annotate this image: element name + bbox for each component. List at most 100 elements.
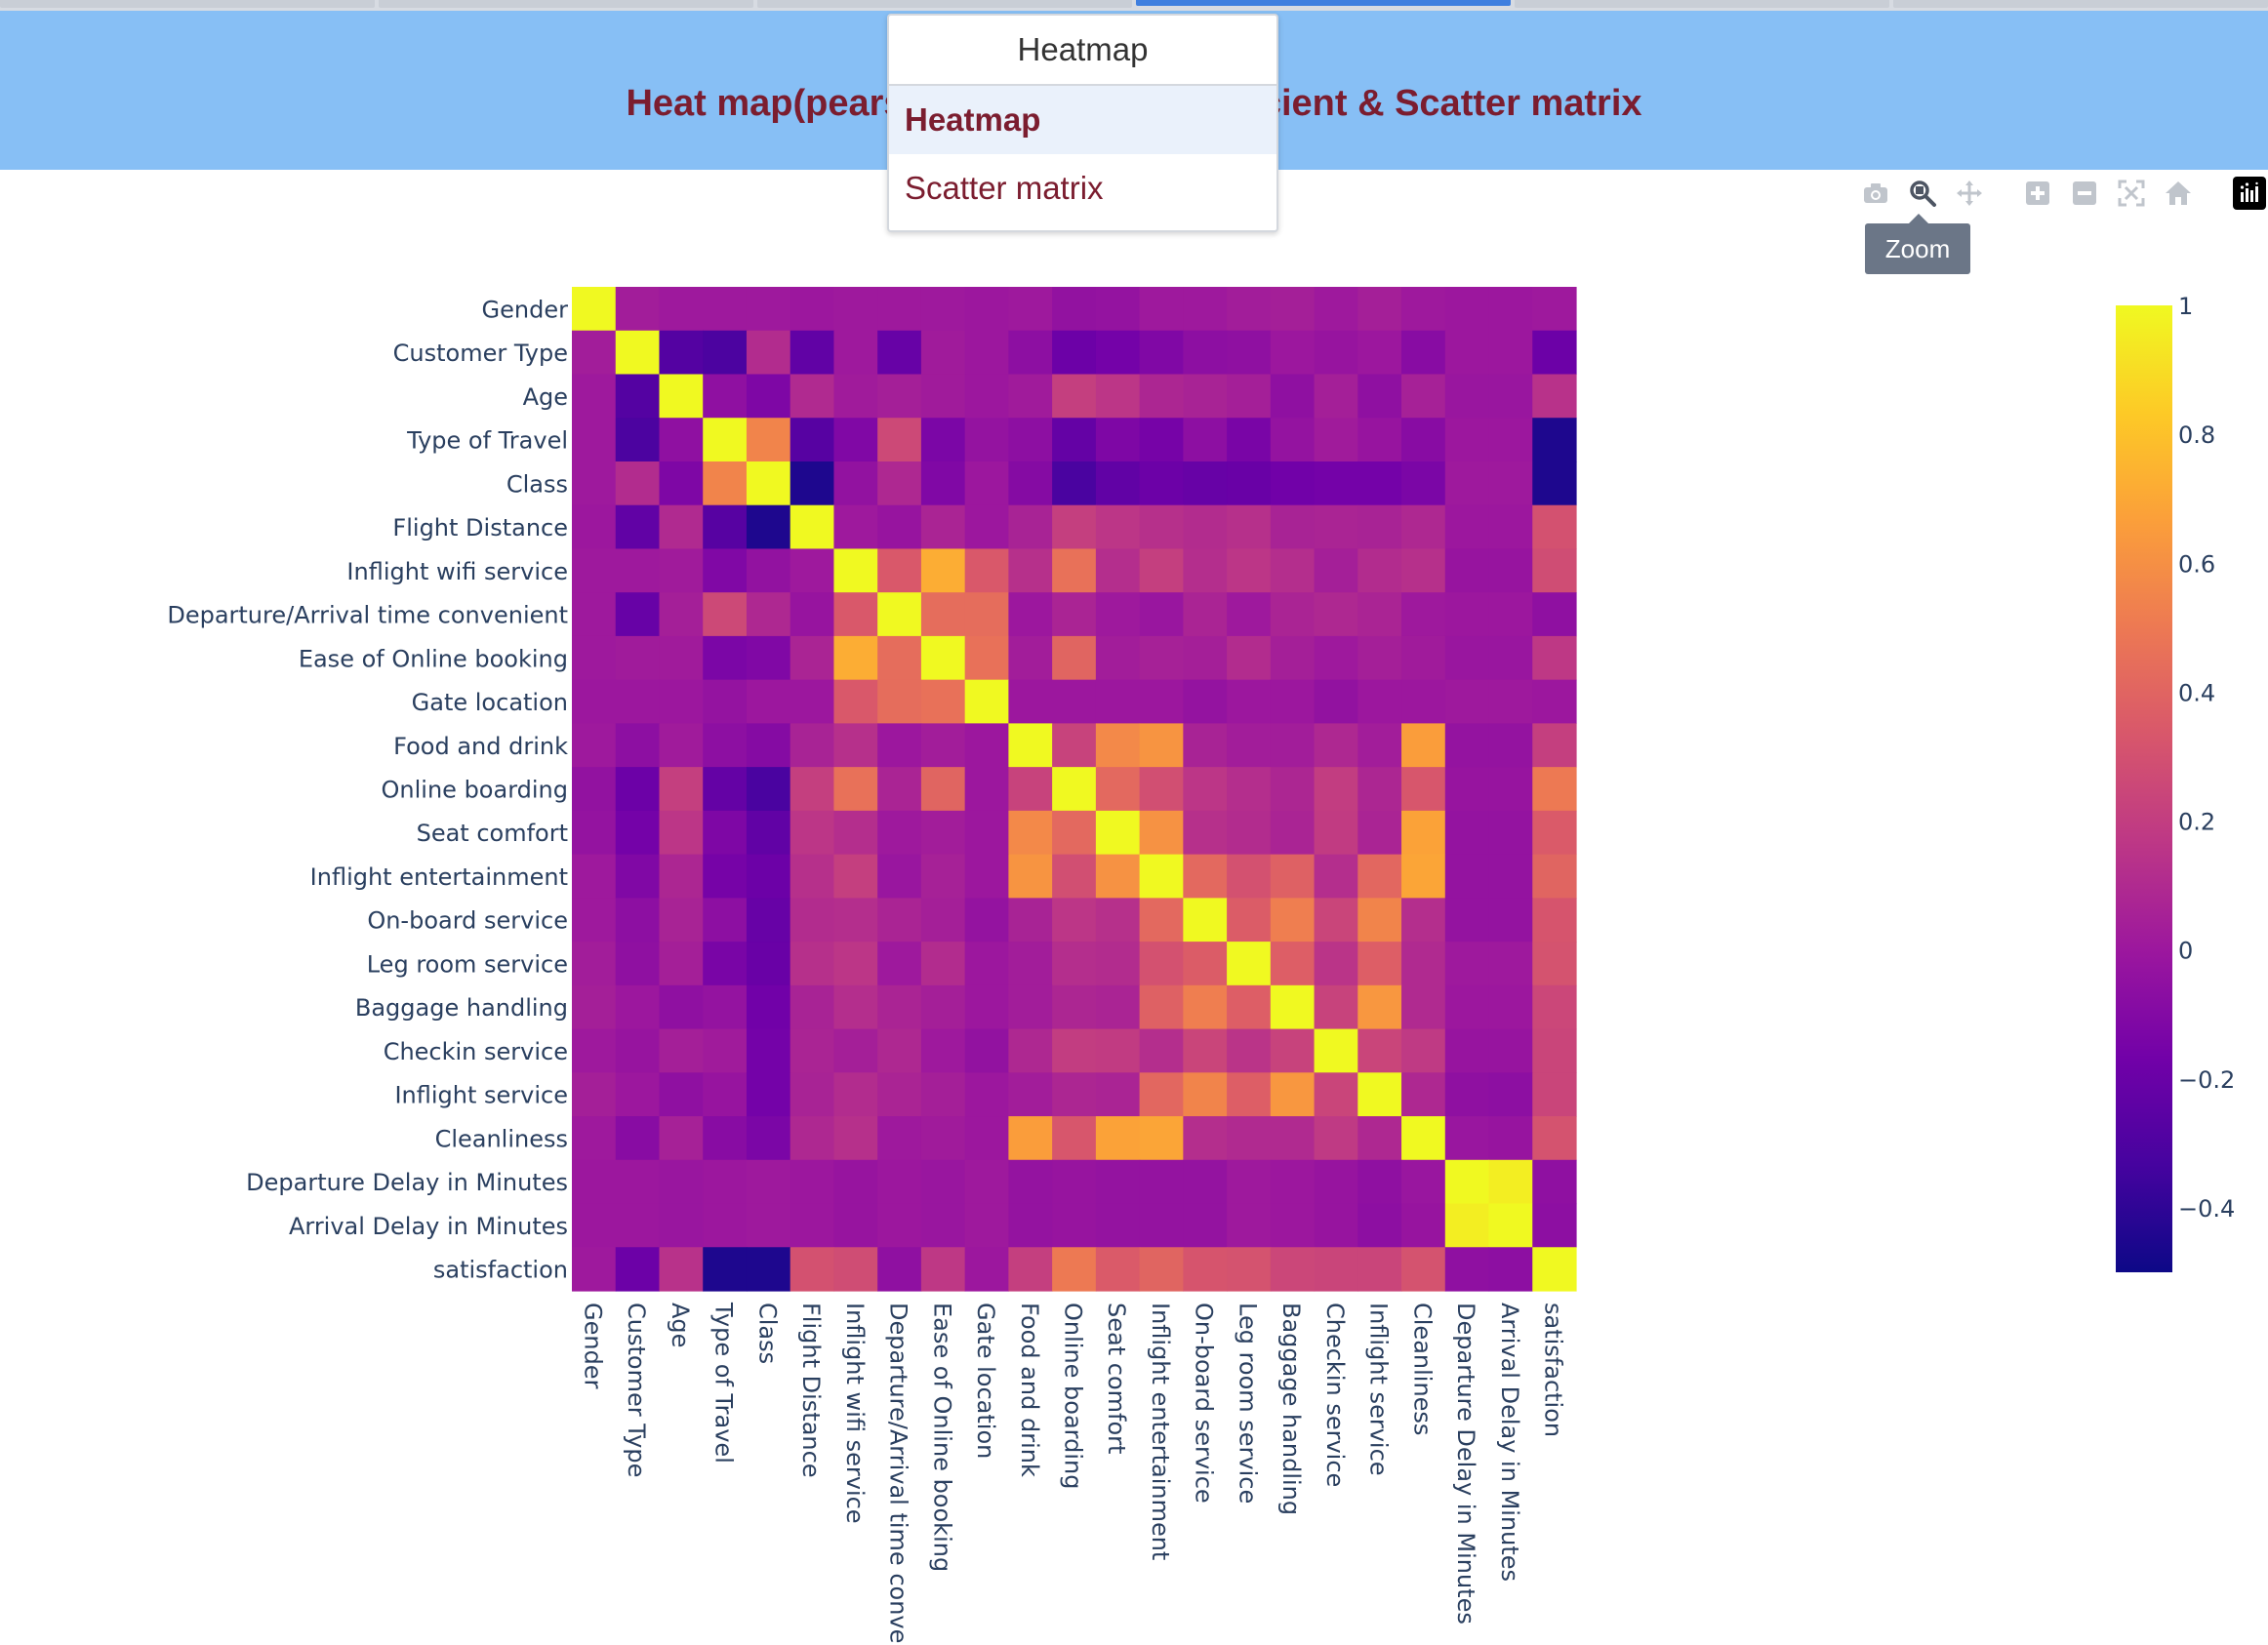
heatmap-cell[interactable] <box>833 984 878 1030</box>
heatmap-cell[interactable] <box>1052 1072 1097 1117</box>
heatmap-cell[interactable] <box>659 1072 704 1117</box>
heatmap-cell[interactable] <box>1401 418 1446 462</box>
heatmap-cell[interactable] <box>1488 1072 1533 1117</box>
heatmap-cell[interactable] <box>877 1203 922 1248</box>
heatmap-cell[interactable] <box>615 1203 661 1248</box>
heatmap-cell[interactable] <box>1401 898 1446 943</box>
heatmap-cell[interactable] <box>1532 1203 1577 1248</box>
heatmap-cell[interactable] <box>920 1072 966 1117</box>
heatmap-cell[interactable] <box>703 854 748 899</box>
heatmap-cell[interactable] <box>833 374 878 419</box>
dropdown-current-value[interactable]: Heatmap <box>889 16 1276 86</box>
heatmap-cell[interactable] <box>790 984 835 1030</box>
heatmap-cell[interactable] <box>659 461 704 506</box>
heatmap-cell[interactable] <box>1314 1159 1358 1205</box>
heatmap-cell[interactable] <box>1444 984 1490 1030</box>
heatmap-cell[interactable] <box>1183 1159 1228 1205</box>
heatmap-cell[interactable] <box>615 287 661 332</box>
heatmap-cell[interactable] <box>790 942 835 986</box>
heatmap-cell[interactable] <box>1314 1072 1358 1117</box>
zoom-icon[interactable] <box>1899 176 1946 211</box>
heatmap-cell[interactable] <box>920 723 966 768</box>
heatmap-cell[interactable] <box>659 898 704 943</box>
heatmap-cell[interactable] <box>1139 723 1184 768</box>
heatmap-cell[interactable] <box>1444 1247 1490 1292</box>
heatmap-cell[interactable] <box>746 1247 791 1292</box>
heatmap-cell[interactable] <box>920 1203 966 1248</box>
heatmap-cell[interactable] <box>1314 854 1358 899</box>
heatmap-cell[interactable] <box>1052 592 1097 637</box>
heatmap-cell[interactable] <box>1008 1116 1053 1161</box>
heatmap-cell[interactable] <box>1183 767 1228 812</box>
heatmap-cell[interactable] <box>877 810 922 856</box>
heatmap-cell[interactable] <box>659 810 704 856</box>
heatmap-cell[interactable] <box>1532 1116 1577 1161</box>
heatmap-cell[interactable] <box>1139 854 1184 899</box>
heatmap-cell[interactable] <box>615 504 661 550</box>
heatmap-cell[interactable] <box>1095 461 1141 506</box>
heatmap-cell[interactable] <box>1270 1072 1316 1117</box>
heatmap-cell[interactable] <box>1357 1072 1402 1117</box>
heatmap-cell[interactable] <box>1357 1203 1402 1248</box>
heatmap-cell[interactable] <box>1052 1203 1097 1248</box>
heatmap-cell[interactable] <box>833 854 878 899</box>
heatmap-cell[interactable] <box>572 635 617 681</box>
heatmap-cell[interactable] <box>964 1247 1009 1292</box>
heatmap-cell[interactable] <box>1314 592 1358 637</box>
heatmap-cell[interactable] <box>1444 504 1490 550</box>
heatmap-cell[interactable] <box>1095 1072 1141 1117</box>
tab[interactable] <box>1893 0 2268 8</box>
heatmap-cell[interactable] <box>1183 723 1228 768</box>
tab[interactable] <box>1515 0 1889 8</box>
heatmap-cell[interactable] <box>615 548 661 593</box>
heatmap-cell[interactable] <box>659 635 704 681</box>
heatmap-cell[interactable] <box>659 767 704 812</box>
heatmap-cell[interactable] <box>1314 898 1358 943</box>
heatmap-cell[interactable] <box>964 942 1009 986</box>
heatmap-cell[interactable] <box>790 548 835 593</box>
pan-icon[interactable] <box>1946 176 1993 211</box>
heatmap-cell[interactable] <box>964 898 1009 943</box>
heatmap-cell[interactable] <box>877 548 922 593</box>
heatmap-cell[interactable] <box>1401 330 1446 376</box>
heatmap-cell[interactable] <box>1270 330 1316 376</box>
heatmap-cell[interactable] <box>1095 504 1141 550</box>
heatmap-cell[interactable] <box>1139 1116 1184 1161</box>
heatmap-cell[interactable] <box>920 548 966 593</box>
heatmap-cell[interactable] <box>1488 1247 1533 1292</box>
heatmap-cell[interactable] <box>790 287 835 332</box>
heatmap-cell[interactable] <box>1270 1028 1316 1073</box>
heatmap-cell[interactable] <box>659 1028 704 1073</box>
heatmap-cell[interactable] <box>964 418 1009 462</box>
heatmap-cell[interactable] <box>1139 1028 1184 1073</box>
heatmap-cell[interactable] <box>964 767 1009 812</box>
heatmap-cell[interactable] <box>1444 810 1490 856</box>
heatmap-cell[interactable] <box>1270 679 1316 724</box>
heatmap-cell[interactable] <box>1270 1203 1316 1248</box>
heatmap-cell[interactable] <box>1227 504 1272 550</box>
heatmap-cell[interactable] <box>1183 504 1228 550</box>
heatmap-cell[interactable] <box>1008 984 1053 1030</box>
heatmap-cell[interactable] <box>1314 767 1358 812</box>
heatmap-cell[interactable] <box>1139 330 1184 376</box>
heatmap-cell[interactable] <box>964 374 1009 419</box>
heatmap-cell[interactable] <box>1488 984 1533 1030</box>
heatmap-cell[interactable] <box>790 504 835 550</box>
heatmap-cell[interactable] <box>1183 854 1228 899</box>
heatmap-cell[interactable] <box>1008 942 1053 986</box>
heatmap-cell[interactable] <box>1314 810 1358 856</box>
heatmap-cell[interactable] <box>1401 461 1446 506</box>
heatmap-cell[interactable] <box>659 592 704 637</box>
heatmap-cell[interactable] <box>1488 810 1533 856</box>
heatmap-cell[interactable] <box>1357 418 1402 462</box>
heatmap-cell[interactable] <box>1357 287 1402 332</box>
heatmap-cell[interactable] <box>1008 548 1053 593</box>
heatmap-cell[interactable] <box>790 592 835 637</box>
heatmap-cell[interactable] <box>1008 330 1053 376</box>
heatmap-cell[interactable] <box>659 854 704 899</box>
heatmap-cell[interactable] <box>1227 1247 1272 1292</box>
heatmap-cell[interactable] <box>703 1116 748 1161</box>
heatmap-cell[interactable] <box>1357 1116 1402 1161</box>
heatmap-cell[interactable] <box>1095 1159 1141 1205</box>
